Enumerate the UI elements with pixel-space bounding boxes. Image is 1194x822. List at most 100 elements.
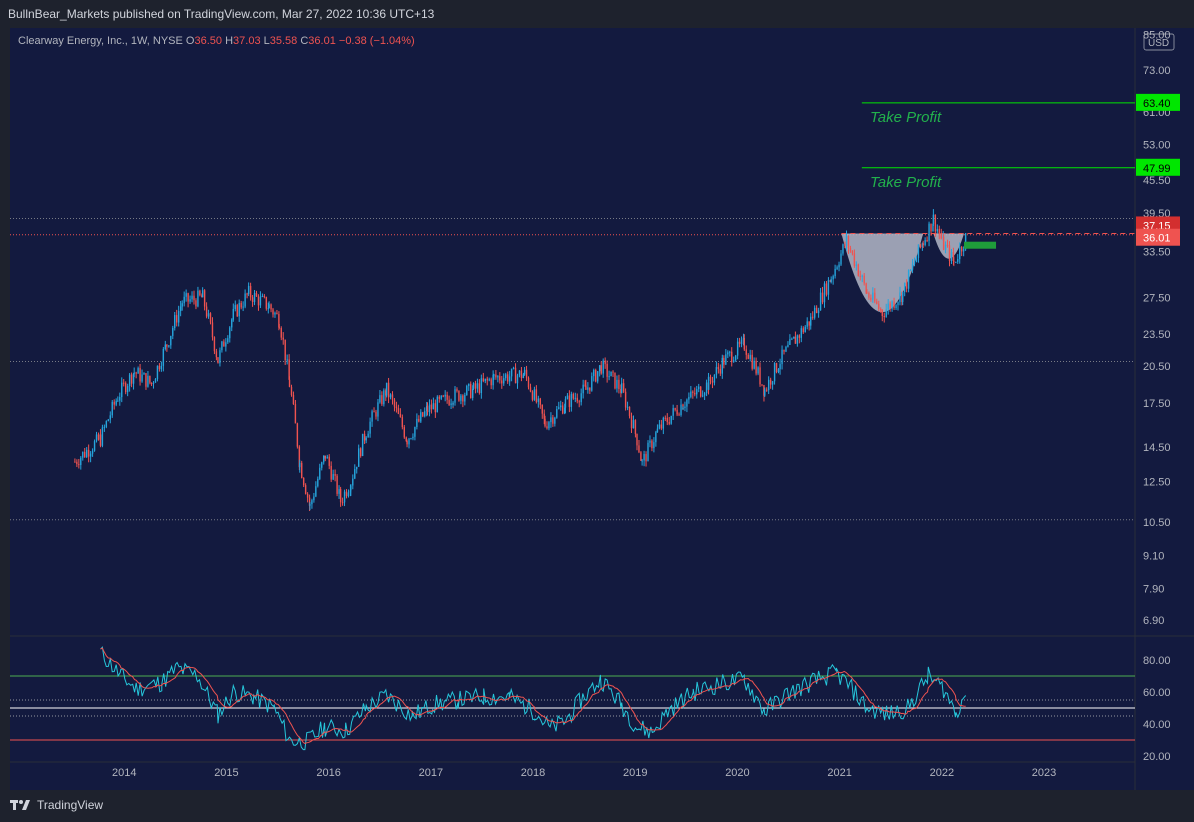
candle-body xyxy=(191,295,193,300)
candle-body xyxy=(688,396,690,400)
candle-body xyxy=(960,247,963,252)
symbol-name[interactable]: Clearway Energy, Inc., 1W, NYSE xyxy=(18,35,183,47)
candle-body xyxy=(773,363,776,382)
candle-body xyxy=(236,305,238,317)
candle-body xyxy=(207,313,210,317)
open-value: 36.50 xyxy=(194,35,223,47)
candle-body xyxy=(694,392,696,395)
candle-body xyxy=(849,248,852,251)
candle-body xyxy=(686,399,688,407)
candle-body xyxy=(552,417,554,424)
candle-body xyxy=(870,297,872,300)
candle-body xyxy=(288,359,290,380)
candle-body xyxy=(302,477,305,486)
candle-body xyxy=(486,378,488,381)
candle-body xyxy=(523,369,526,375)
candle-body xyxy=(940,233,942,239)
candle-body xyxy=(238,302,240,317)
candle-body xyxy=(535,389,538,402)
candle-body xyxy=(132,373,135,384)
candle-body xyxy=(823,283,826,303)
candle-body xyxy=(466,386,468,396)
candle-body xyxy=(93,441,96,451)
candle-body xyxy=(751,354,753,369)
candle-body xyxy=(829,280,832,282)
candle-body xyxy=(767,379,770,391)
candle-body xyxy=(759,367,761,385)
candle-body xyxy=(582,384,584,394)
candle-body xyxy=(510,368,513,377)
candle-body xyxy=(381,395,383,405)
candle-body xyxy=(284,339,286,361)
candle-body xyxy=(420,412,422,422)
candle-body xyxy=(313,496,315,501)
candle-body xyxy=(868,292,870,298)
candle-body xyxy=(126,385,129,393)
candle-body xyxy=(244,293,246,307)
candle-body xyxy=(544,418,546,427)
candle-body xyxy=(181,303,183,307)
candle-body xyxy=(727,352,729,355)
price-tick-label: 6.90 xyxy=(1143,615,1164,627)
candle-body xyxy=(514,367,517,384)
candle-body xyxy=(387,382,390,398)
candle-body xyxy=(598,365,601,372)
candle-body xyxy=(195,300,197,307)
candle-body xyxy=(717,367,720,369)
candle-body xyxy=(883,316,885,318)
candle-body xyxy=(401,417,404,428)
candle-body xyxy=(179,306,182,312)
candle-body xyxy=(432,403,435,410)
candle-body xyxy=(872,292,874,300)
candle-body xyxy=(109,415,111,420)
candle-body xyxy=(668,422,670,424)
rsi-tick-label: 40.00 xyxy=(1143,719,1171,731)
candle-body xyxy=(484,378,486,382)
tradingview-footer[interactable]: TradingView xyxy=(10,796,103,814)
candle-body xyxy=(924,240,926,246)
candle-body xyxy=(242,306,244,308)
candle-body xyxy=(261,296,264,298)
candle-body xyxy=(736,341,739,356)
candle-body xyxy=(529,387,532,392)
candle-body xyxy=(738,341,741,344)
candle-body xyxy=(539,398,542,405)
candle-body xyxy=(653,442,655,449)
price-label-box xyxy=(1136,158,1180,176)
candle-body xyxy=(781,349,783,365)
candle-body xyxy=(365,437,367,441)
candle-body xyxy=(428,404,431,413)
candle-body xyxy=(922,243,924,246)
candle-body xyxy=(128,374,131,386)
candle-body xyxy=(308,497,311,506)
candle-body xyxy=(168,345,170,347)
candle-body xyxy=(838,264,840,268)
candle-body xyxy=(836,267,838,269)
candle-body xyxy=(462,395,464,402)
candle-body xyxy=(647,442,649,462)
candle-body xyxy=(880,308,882,310)
price-tick-label: 23.50 xyxy=(1143,329,1171,341)
time-tick-label: 2022 xyxy=(930,767,954,779)
candle-body xyxy=(328,456,330,466)
candle-body xyxy=(150,382,153,384)
candle-body xyxy=(903,282,906,292)
change-value: −0.38 (−1.04%) xyxy=(338,35,415,47)
candle-body xyxy=(410,438,412,440)
candle-body xyxy=(636,433,638,446)
candle-body xyxy=(740,339,743,344)
candle-body xyxy=(255,293,258,297)
candle-body xyxy=(771,381,774,385)
candle-body xyxy=(326,456,328,459)
candle-body xyxy=(141,374,143,382)
candle-body xyxy=(806,321,808,327)
candle-body xyxy=(804,326,806,333)
chart-panel[interactable] xyxy=(10,28,1194,790)
handle-shape xyxy=(933,233,965,259)
candle-body xyxy=(158,365,161,370)
candle-body xyxy=(897,302,899,306)
candle-body xyxy=(408,438,410,445)
candle-body xyxy=(895,305,897,309)
candle-body xyxy=(845,236,848,246)
